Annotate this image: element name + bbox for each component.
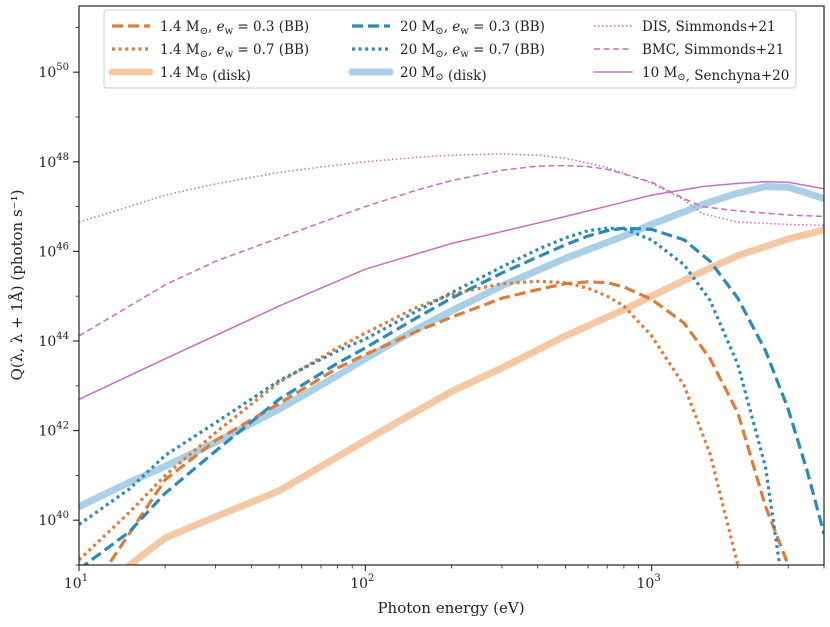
- x-tick-label-3: 103: [637, 573, 661, 592]
- legend-label-3: 1.4 M⊙ (disk): [160, 65, 251, 84]
- legend-label-1: 1.4 M⊙, ew = 0.3 (BB): [160, 19, 309, 37]
- legend-label-8: BMC, Simmonds+21: [642, 42, 784, 58]
- y-tick-label-6: 1050: [38, 62, 69, 81]
- x-tick-label-2: 102: [350, 573, 374, 592]
- series-line-9: [79, 180, 824, 401]
- legend-label-9: 10 M⊙, Senchyna+20: [642, 65, 789, 84]
- series-line-5: [79, 226, 782, 565]
- legend-label-6: 20 M⊙ (disk): [400, 65, 487, 84]
- legend: 1.4 M⊙, ew = 0.3 (BB) 1.4 M⊙, ew = 0.7 (B…: [103, 9, 797, 89]
- y-tick-label-1: 1040: [38, 510, 69, 529]
- y-tick-label-3: 1044: [38, 331, 69, 350]
- series-layer: [79, 153, 824, 565]
- series-line-2: [79, 279, 740, 565]
- x-axis-label: Photon energy (eV): [377, 599, 524, 617]
- y-tick-label-5: 1048: [38, 152, 69, 171]
- y-tick-label-2: 1042: [38, 421, 69, 440]
- plot-area: [79, 6, 824, 565]
- series-line-3: [124, 226, 824, 565]
- legend-box: [103, 9, 797, 89]
- y-tick-label-4: 1046: [38, 241, 69, 260]
- x-tick-label-1: 101: [64, 573, 88, 592]
- y-axis-label: Q(λ, λ + 1Å) (photon s⁻¹): [8, 190, 26, 381]
- legend-label-7: DIS, Simmonds+21: [642, 19, 776, 35]
- legend-label-5: 20 M⊙, ew = 0.7 (BB): [400, 42, 545, 60]
- tick-layer: 101 102 103 1040 1042 1044 1046 1048 1050: [38, 26, 825, 592]
- legend-label-4: 20 M⊙, ew = 0.3 (BB): [400, 19, 545, 37]
- series-line-8: [79, 164, 824, 337]
- legend-label-2: 1.4 M⊙, ew = 0.7 (BB): [160, 42, 309, 60]
- series-line-1: [106, 280, 790, 565]
